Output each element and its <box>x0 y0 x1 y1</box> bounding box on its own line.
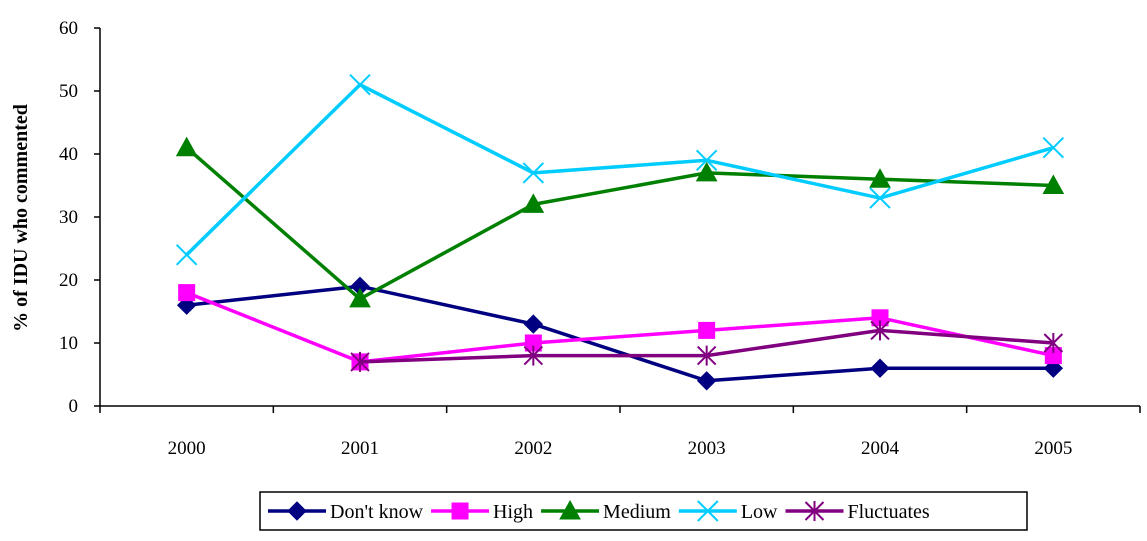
marker-stroke <box>869 187 891 209</box>
legend-label: Low <box>741 501 778 523</box>
marker-stroke <box>695 149 718 172</box>
data-point <box>523 314 544 334</box>
y-tick-label: 50 <box>59 81 78 102</box>
legend-item: Fluctuates <box>785 501 930 523</box>
series-fluctuates <box>350 320 1064 372</box>
data-point <box>870 358 890 378</box>
data-point <box>869 187 891 209</box>
legend-marker <box>697 500 719 522</box>
legend-label: Fluctuates <box>848 501 930 523</box>
data-point <box>522 193 545 213</box>
data-point <box>522 162 545 184</box>
marker-stroke <box>1042 136 1065 159</box>
legend-marker <box>804 501 825 521</box>
y-tick-label: 60 <box>59 18 78 39</box>
x-tick-label: 2002 <box>514 438 552 459</box>
x-tick-label: 2001 <box>341 438 379 459</box>
x-tick-label: 2000 <box>168 438 206 459</box>
marker-stroke <box>175 244 198 266</box>
data-point <box>1042 136 1065 159</box>
data-point <box>1042 174 1065 194</box>
legend-marker <box>287 501 307 521</box>
y-tick-label: 30 <box>59 207 78 228</box>
data-point <box>349 287 371 308</box>
y-tick-label: 20 <box>59 270 78 291</box>
y-tick-label: 10 <box>59 333 78 354</box>
data-point <box>175 244 198 266</box>
data-point <box>695 161 718 182</box>
legend-item: Don't know <box>268 501 424 523</box>
legend-marker <box>559 499 581 520</box>
y-tick-label: 0 <box>69 396 79 417</box>
marker-stroke <box>349 73 371 96</box>
data-point <box>869 168 891 188</box>
series-medium <box>175 136 1065 308</box>
series-layer <box>175 73 1065 391</box>
data-point <box>696 371 717 391</box>
series-low <box>175 73 1065 266</box>
legend-label: Medium <box>603 501 671 523</box>
data-point <box>349 73 371 96</box>
data-point <box>175 136 198 157</box>
y-axis-title: % of IDU who commented <box>10 104 32 332</box>
data-point <box>350 351 370 372</box>
legend-item: Medium <box>541 499 671 523</box>
y-tick-label: 40 <box>59 144 78 165</box>
axes: 0 10 20 30 40 50 60 2000 2001 2002 2003 2004 2005 <box>59 18 1141 459</box>
series-line <box>185 82 1054 257</box>
x-tick-label: 2005 <box>1034 438 1072 459</box>
x-tick-label: 2003 <box>688 438 726 459</box>
series-line <box>185 146 1054 301</box>
legend-label: Don't know <box>330 501 424 523</box>
legend-label: High <box>493 501 533 523</box>
legend-marker <box>451 502 469 520</box>
data-point <box>695 149 718 172</box>
legend-box <box>259 491 1028 531</box>
legend-item: Low <box>678 500 778 523</box>
legend: Don't know High Medium Low Fluctuates <box>259 491 1028 531</box>
x-tick-label: 2004 <box>861 438 900 459</box>
marker-stroke <box>522 162 545 184</box>
marker-stroke <box>697 500 719 522</box>
data-point <box>870 320 890 341</box>
data-point <box>1043 333 1064 353</box>
series-line <box>186 290 1054 364</box>
data-point <box>178 284 196 302</box>
legend-item: High <box>431 501 533 523</box>
series-line <box>186 284 1054 383</box>
data-point <box>698 321 716 339</box>
data-point <box>523 345 544 366</box>
data-point <box>696 345 717 366</box>
